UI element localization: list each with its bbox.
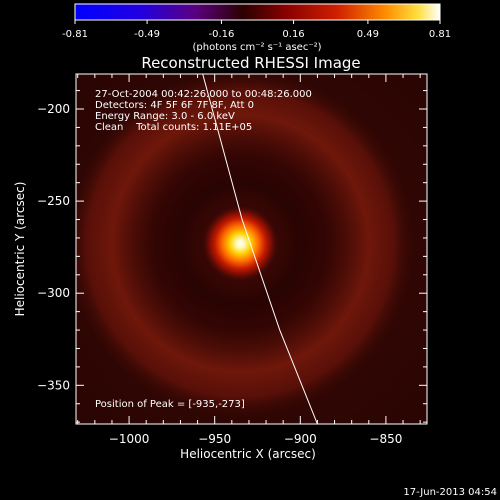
x-tick-label: −950 — [198, 432, 231, 446]
x-axis-ticks: −1000 −950 −900 −850 — [77, 74, 421, 446]
observation-info: 27-Oct-2004 00:42:26.000 to 00:48:26.000… — [95, 89, 312, 133]
colorbar-tick-label: -0.49 — [134, 29, 160, 40]
colorbar-tick-label: -0.81 — [62, 29, 88, 40]
colorbar-tick-label: 0.49 — [357, 29, 379, 40]
y-axis-ticks: −200 −250 −300 −350 — [37, 90, 427, 423]
y-tick-label: −250 — [37, 194, 70, 208]
colorbar-tick-label: -0.16 — [209, 29, 235, 40]
heatmap-image — [76, 74, 427, 424]
y-tick-label: −300 — [37, 286, 70, 300]
emission-peak — [202, 205, 279, 282]
x-tick-label: −1000 — [109, 432, 150, 446]
info-line-counts: Clean Total counts: 1.11E+05 — [95, 122, 252, 133]
x-tick-label: −850 — [369, 432, 402, 446]
colorbar-unit-label: (photons cm⁻² s⁻¹ asec⁻²) — [192, 42, 321, 53]
y-tick-label: −200 — [37, 102, 70, 116]
colorbar-tick-label: 0.16 — [282, 29, 304, 40]
info-line-detectors: Detectors: 4F 5F 6F 7F 8F, Att 0 — [95, 100, 254, 111]
colorbar-ticks: -0.81 -0.49 -0.16 0.16 0.49 0.81 — [62, 20, 451, 40]
y-axis-label: Heliocentric Y (arcsec) — [13, 182, 27, 317]
info-line-energy: Energy Range: 3.0 - 6.0 keV — [95, 111, 235, 122]
colorbar-gradient — [74, 3, 441, 21]
footer-timestamp: 17-Jun-2013 04:54 — [403, 487, 497, 498]
peak-position-label: Position of Peak = [-935,-273] — [95, 399, 245, 410]
chart-title: Reconstructed RHESSI Image — [141, 54, 360, 72]
x-tick-label: −900 — [284, 432, 317, 446]
colorbar-tick-label: 0.81 — [429, 29, 451, 40]
solar-limb-line — [202, 74, 318, 424]
plot-frame — [75, 73, 428, 425]
y-tick-label: −350 — [37, 378, 70, 392]
info-line-time: 27-Oct-2004 00:42:26.000 to 00:48:26.000 — [95, 89, 312, 100]
x-axis-label: Heliocentric X (arcsec) — [180, 447, 316, 461]
